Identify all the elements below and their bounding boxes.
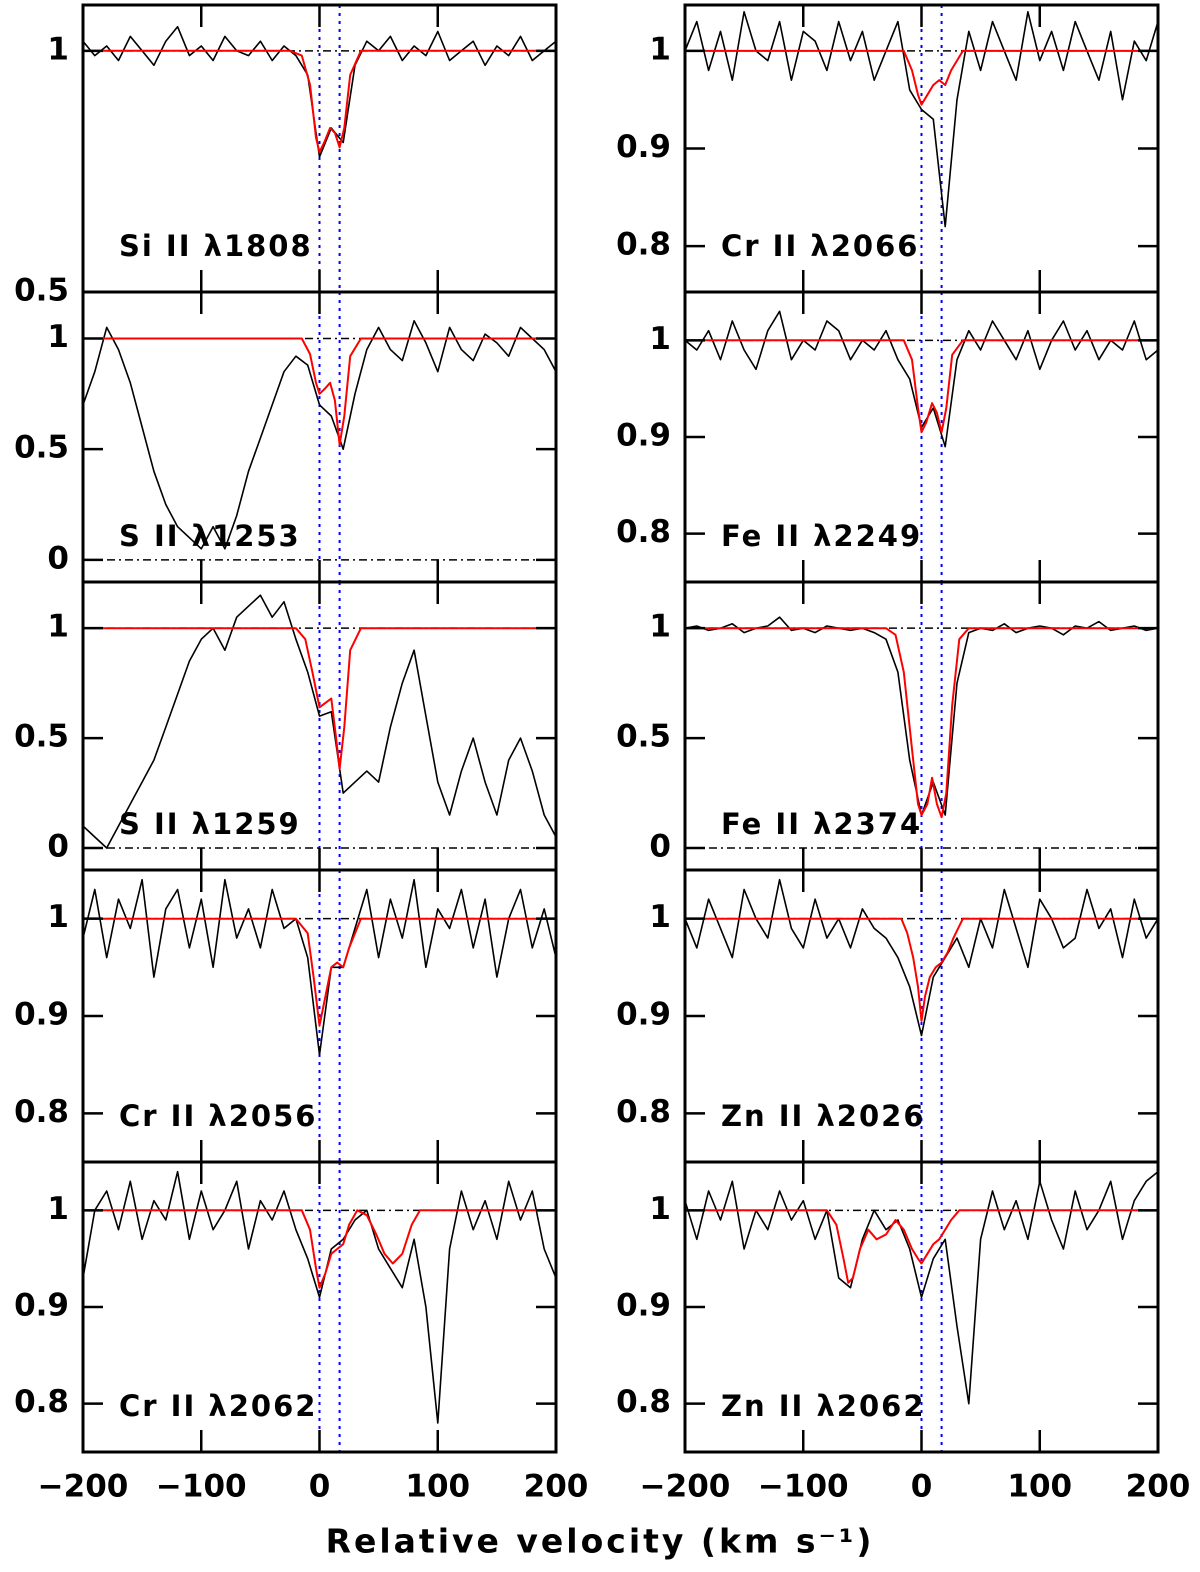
spectrum <box>83 594 556 849</box>
y-tick-label: 0.8 <box>616 227 671 263</box>
plot-area <box>685 870 1158 1162</box>
spectrum <box>685 878 1158 1037</box>
y-tick-label: 1 <box>649 1191 671 1227</box>
line-label: Si II λ1808 <box>119 229 313 263</box>
line-label: Cr II λ2066 <box>721 229 919 263</box>
plot-area <box>83 1162 556 1452</box>
x-tick-label: −100 <box>156 1469 247 1505</box>
plot-area <box>685 582 1158 870</box>
model-fit <box>83 627 556 770</box>
plot-area <box>83 292 556 582</box>
panel: 0 0.5 1 S II λ1253 <box>14 290 558 584</box>
line-label: Zn II λ2062 <box>721 1389 926 1423</box>
panel: 0 0.5 1 Fe II λ2374 <box>616 580 1160 872</box>
model-fit <box>685 917 1158 1022</box>
y-tick-label: 0.9 <box>14 1288 69 1324</box>
spectrum <box>83 25 556 158</box>
y-tick-label: 0.9 <box>14 997 69 1033</box>
spectrum <box>83 878 556 1056</box>
y-tick-label: 1 <box>47 609 69 645</box>
y-tick-label: 0 <box>47 540 69 576</box>
y-tick-label: 0.9 <box>616 1288 671 1324</box>
line-label: Fe II λ2374 <box>721 807 922 841</box>
y-tick-label: 0.5 <box>14 719 69 755</box>
y-tick-label: 0.8 <box>616 1094 671 1130</box>
y-tick-label: 1 <box>649 321 671 357</box>
y-tick-label: 1 <box>649 609 671 645</box>
y-tick-label: 0.5 <box>616 719 671 755</box>
plot-area <box>685 5 1158 292</box>
y-tick-label: 1 <box>47 319 69 355</box>
model-fit <box>685 49 1158 106</box>
y-tick-label: 0.8 <box>616 514 671 550</box>
plot-area <box>83 870 556 1162</box>
plot-area <box>685 1162 1158 1452</box>
panel: 0.8 0.9 1 Cr II λ2056 <box>14 868 558 1164</box>
model-fit <box>83 49 556 154</box>
line-label: Zn II λ2026 <box>721 1099 926 1133</box>
panel: 0.8 0.9 1 −200 −100 0 100 200 Zn II λ2062 <box>616 1160 1191 1505</box>
y-tick-label: 0.9 <box>616 418 671 454</box>
y-tick-label: 0.8 <box>14 1384 69 1420</box>
plot-area <box>685 292 1158 582</box>
panel: 0.8 0.9 1 Cr II λ2066 <box>616 3 1160 294</box>
y-tick-label: 0 <box>47 829 69 865</box>
y-tick-label: 1 <box>47 899 69 935</box>
panel: 0.5 1 Si II λ1808 <box>14 3 558 309</box>
x-tick-label: 200 <box>1126 1469 1191 1505</box>
line-label: S II λ1259 <box>119 807 301 841</box>
model-fit <box>83 917 556 1027</box>
y-tick-label: 0.9 <box>616 129 671 165</box>
x-axis-label: Relative velocity (km s⁻¹) <box>326 1522 875 1561</box>
model-fit <box>685 339 1158 434</box>
x-tick-label: 200 <box>524 1469 589 1505</box>
model-fit <box>83 1209 556 1289</box>
y-tick-label: 1 <box>47 31 69 67</box>
x-tick-label: 0 <box>911 1469 933 1505</box>
line-label: Cr II λ2056 <box>119 1099 317 1133</box>
spectrum <box>685 11 1158 228</box>
spectrum <box>685 1171 1158 1405</box>
y-tick-label: 0.5 <box>14 273 69 309</box>
line-label: S II λ1253 <box>119 519 301 553</box>
x-tick-label: −200 <box>640 1469 731 1505</box>
y-tick-label: 0.5 <box>14 430 69 466</box>
model-fit <box>83 337 556 446</box>
spectrum <box>83 1170 556 1424</box>
y-tick-label: 0.8 <box>616 1384 671 1420</box>
model-fit <box>685 627 1158 819</box>
panel: 0.8 0.9 1 Fe II λ2249 <box>616 290 1160 584</box>
plot-area <box>83 5 556 292</box>
y-tick-label: 0.9 <box>616 997 671 1033</box>
x-tick-label: 100 <box>1007 1469 1072 1505</box>
panel: 0.8 0.9 1 −200 −100 0 100 200 Cr II λ2062 <box>14 1160 589 1505</box>
y-tick-label: 1 <box>649 899 671 935</box>
y-tick-label: 0.8 <box>14 1094 69 1130</box>
panel: 0.8 0.9 1 Zn II λ2026 <box>616 868 1160 1164</box>
x-tick-label: 0 <box>309 1469 331 1505</box>
y-tick-label: 0 <box>649 829 671 865</box>
spectrum <box>83 320 556 550</box>
x-tick-label: 100 <box>405 1469 470 1505</box>
panel: 0 0.5 1 S II λ1259 <box>14 580 558 872</box>
x-tick-label: −200 <box>38 1469 129 1505</box>
model-fit <box>685 1209 1158 1284</box>
plot-area <box>83 582 556 870</box>
x-tick-label: −100 <box>758 1469 849 1505</box>
line-label: Fe II λ2249 <box>721 519 922 553</box>
line-label: Cr II λ2062 <box>119 1389 317 1423</box>
y-tick-label: 1 <box>649 31 671 67</box>
y-tick-label: 1 <box>47 1191 69 1227</box>
